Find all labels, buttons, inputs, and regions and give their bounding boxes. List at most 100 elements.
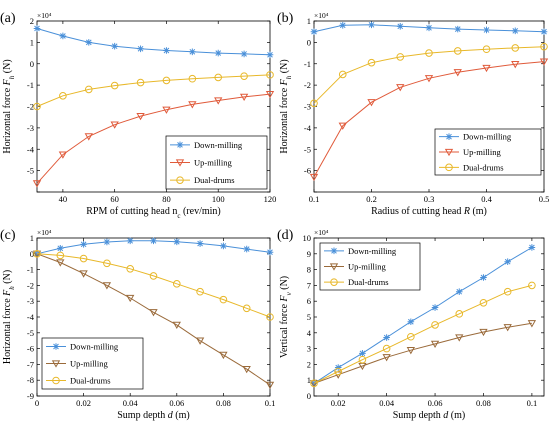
data-point-marker: [196, 287, 204, 296]
y-axis-title-part: F: [2, 78, 13, 86]
legend-marker: [175, 159, 185, 167]
data-point-marker: [511, 61, 520, 69]
series-line: [36, 74, 271, 107]
data-point-marker: [110, 121, 119, 129]
x-tick-label: 60: [110, 194, 119, 204]
data-point-marker: [126, 265, 134, 273]
data-point-marker: [430, 340, 440, 349]
y-axis-title: Vertical force Fv (N): [279, 276, 293, 358]
panel-label: (d): [277, 228, 294, 243]
legend-label: Down-milling: [70, 342, 119, 352]
data-point-marker: [266, 71, 274, 79]
x-axis-title: Radius of cutting head R (m): [371, 206, 487, 217]
y-tick-label: 9: [307, 249, 311, 259]
data-point-marker: [453, 69, 462, 77]
data-point-marker: [367, 99, 376, 107]
data-point-marker: [309, 380, 319, 388]
y-tick-label: -3: [304, 102, 311, 112]
y-tick-label: -7: [27, 359, 34, 369]
chart-panel-c: (c) 0 0.02 0.04 0.06 0.08 0.1 -9 -8 -7 -6 -5 -4 -3 -2 -…: [0, 228, 275, 421]
series-dual-drums: [33, 71, 274, 111]
x-axis-title-part: Radius of cutting head: [371, 206, 464, 217]
data-point-marker: [126, 237, 134, 245]
legend: Down-milling Up-milling Dual-drums: [319, 242, 421, 291]
y-tick-label: 0: [30, 249, 34, 259]
data-point-marker: [265, 381, 275, 390]
data-point-marker: [173, 238, 181, 246]
data-point-marker: [339, 21, 347, 29]
data-point-marker: [367, 58, 376, 67]
x-axis-title-part: R: [463, 206, 470, 217]
data-point-marker: [85, 39, 93, 46]
legend-marker: [176, 176, 184, 184]
legend-label: Down-milling: [463, 132, 512, 142]
x-tick-label: 0.1: [265, 398, 276, 408]
data-point-marker: [334, 364, 342, 371]
data-point-marker: [103, 238, 111, 246]
data-point-marker: [540, 42, 548, 51]
x-axis-title: RPM of cutting head nc (rev/min): [86, 206, 220, 220]
x-axis-title-part: c: [177, 212, 180, 220]
y-tick-label: -6: [304, 166, 311, 176]
data-point-marker: [163, 47, 170, 54]
y-tick-label: -2: [27, 280, 34, 290]
data-point-marker: [84, 85, 93, 94]
y-tick-label: 6: [307, 296, 311, 306]
legend-label: Up-milling: [348, 262, 387, 272]
data-point-marker: [480, 274, 487, 281]
data-point-marker: [482, 45, 491, 54]
y-exponent-label: ×10⁴: [37, 11, 52, 20]
data-point-marker: [162, 76, 171, 85]
y-axis-title-part: F: [279, 294, 290, 302]
y-axis-title: Horizontal force Fh (N): [2, 59, 16, 153]
y-tick-label: -4: [27, 144, 35, 154]
y-tick-label: -5: [27, 166, 34, 176]
y-tick-label: 3: [307, 344, 311, 354]
data-point-marker: [511, 27, 519, 35]
y-axis-title-part: Horizontal force: [279, 85, 290, 153]
y-exponent-label: ×10⁴: [314, 228, 329, 237]
legend-label: Dual-drums: [348, 277, 389, 287]
data-point-marker: [425, 24, 433, 32]
data-point-marker: [59, 92, 67, 100]
data-point-marker: [102, 282, 112, 290]
legend-marker: [444, 148, 454, 157]
series-down-milling: [33, 237, 274, 258]
chart-panel-a: (a) 40 60 80 100 120 -5 -4 -3 -2 -1 0 1 2×10⁴ RPM of c…: [0, 11, 276, 220]
x-tick-label: 40: [59, 194, 68, 204]
y-axis-title-part: (N): [2, 59, 13, 75]
y-axis-title-part: h: [285, 75, 293, 79]
data-point-marker: [382, 354, 391, 362]
y-tick-label: 0: [307, 37, 311, 47]
data-point-marker: [406, 347, 416, 355]
data-point-marker: [266, 313, 274, 321]
data-point-marker: [383, 334, 390, 341]
data-point-marker: [188, 74, 197, 83]
data-point-marker: [219, 295, 228, 304]
x-axis-title-part: (m): [470, 206, 487, 217]
y-tick-label: -4: [304, 123, 312, 133]
data-point-marker: [56, 259, 65, 267]
legend: Down-milling Up-milling Dual-drums: [165, 135, 268, 190]
data-point-marker: [32, 180, 42, 188]
legend-label: Up-milling: [70, 359, 109, 369]
data-point-marker: [424, 75, 434, 83]
x-axis-title-part: (m): [173, 410, 190, 421]
data-point-marker: [338, 70, 347, 79]
data-point-marker: [103, 259, 111, 268]
legend-label: Up-milling: [463, 147, 502, 157]
data-point-marker: [310, 379, 318, 388]
y-axis-title: Horizontal force Fh (N): [279, 59, 293, 153]
data-point-marker: [80, 241, 87, 248]
y-axis-title-part: h: [8, 75, 16, 79]
legend-marker: [176, 141, 184, 149]
data-point-marker: [240, 72, 248, 80]
data-point-marker: [396, 53, 405, 61]
y-tick-label: 0: [30, 59, 34, 69]
legend-marker: [51, 360, 61, 368]
y-axis-title-part: v: [285, 291, 293, 295]
series-dual-drums: [310, 281, 536, 388]
data-point-marker: [358, 355, 367, 364]
series-down-milling: [310, 21, 548, 35]
data-point-marker: [220, 242, 227, 250]
